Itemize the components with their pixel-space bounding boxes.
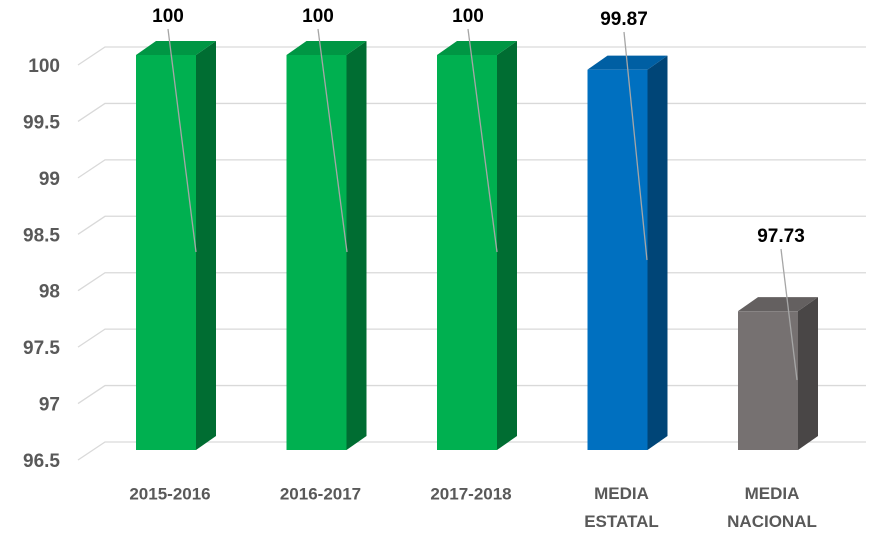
x-tick-label: 2015-2016 bbox=[129, 484, 210, 503]
leader-line bbox=[317, 28, 348, 253]
leader-line bbox=[167, 28, 197, 253]
y-tick-label: 96.5 bbox=[23, 451, 60, 472]
leader-line bbox=[467, 28, 498, 253]
x-tick-label: 2016-2017 bbox=[280, 484, 361, 503]
grid-line bbox=[77, 46, 866, 66]
x-tick-label-line: ESTATAL bbox=[584, 512, 659, 531]
bar-side bbox=[196, 41, 216, 450]
leader-line bbox=[623, 31, 648, 261]
bar-top bbox=[136, 41, 216, 55]
x-tick-label: MEDIA ESTATAL bbox=[584, 484, 659, 531]
bar-top bbox=[286, 41, 367, 55]
y-tick-label: 97.5 bbox=[23, 338, 60, 359]
value-label: 99.87 bbox=[600, 9, 648, 30]
value-label: 100 bbox=[302, 6, 334, 27]
value-label: 100 bbox=[152, 6, 184, 27]
y-tick-label: 97 bbox=[39, 395, 60, 416]
bar-side bbox=[647, 55, 668, 451]
y-tick-label: 98.5 bbox=[23, 225, 60, 246]
bar bbox=[587, 69, 648, 451]
x-tick-label-line: MEDIA bbox=[594, 484, 649, 503]
bar bbox=[286, 55, 347, 450]
x-tick-label: 2017-2018 bbox=[430, 484, 511, 503]
y-tick-label: 99.5 bbox=[23, 112, 60, 133]
value-label: 97.73 bbox=[757, 226, 805, 247]
y-tick-label: 100 bbox=[28, 56, 60, 77]
bar-side bbox=[798, 297, 818, 450]
x-tick-label-line: MEDIA bbox=[745, 484, 800, 503]
y-tick-label: 98 bbox=[39, 282, 60, 303]
bar bbox=[437, 55, 497, 450]
x-tick-label: MEDIA NACIONAL bbox=[727, 484, 817, 531]
bar-top bbox=[738, 297, 818, 312]
bar bbox=[136, 55, 196, 450]
x-tick-label-line: NACIONAL bbox=[727, 512, 817, 531]
value-label: 100 bbox=[452, 6, 484, 27]
bar-side bbox=[497, 41, 517, 450]
bar-top bbox=[437, 41, 517, 55]
leader-line bbox=[780, 248, 798, 381]
bar-side bbox=[346, 41, 367, 450]
bar bbox=[738, 311, 798, 450]
y-tick-label: 99 bbox=[39, 169, 60, 190]
